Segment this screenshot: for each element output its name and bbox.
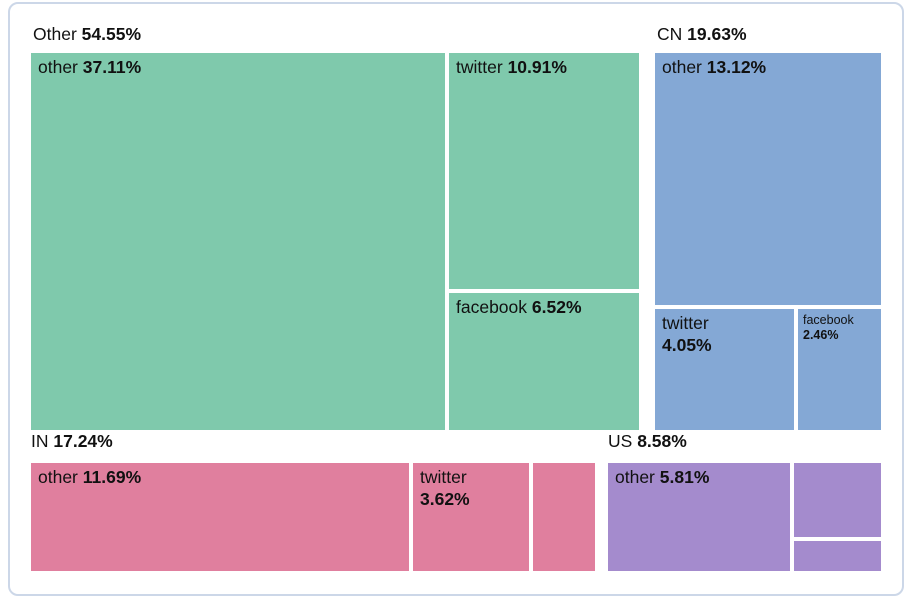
cell-name-label: facebook: [456, 297, 528, 317]
group-label-other: Other 54.55%: [33, 24, 141, 44]
treemap-cell-other-twitter[interactable]: twitter 10.91%: [449, 53, 639, 289]
group-label-us: US 8.58%: [608, 431, 687, 451]
treemap-cell-cn-twitter[interactable]: twitter 4.05%: [655, 309, 794, 430]
treemap-cell-in-twitter[interactable]: twitter 3.62%: [413, 463, 529, 571]
treemap-cell-us-other[interactable]: other 5.81%: [608, 463, 790, 571]
cell-name-label: other: [38, 467, 78, 487]
treemap-cell-other-facebook[interactable]: facebook 6.52%: [449, 293, 639, 430]
cell-value-label: 5.81%: [659, 467, 710, 487]
treemap-cell-us-unlabeled[interactable]: [794, 463, 881, 537]
cell-value-label: 4.05%: [662, 335, 712, 355]
group-value-label: 19.63%: [687, 24, 747, 44]
cell-name-label: twitter: [662, 313, 709, 333]
treemap-cell-in-unlabeled[interactable]: [533, 463, 595, 571]
cell-value-label: 10.91%: [507, 57, 567, 77]
group-label-in: IN 17.24%: [31, 431, 113, 451]
cell-value-label: 6.52%: [531, 297, 582, 317]
cell-value-label: 11.69%: [82, 467, 142, 487]
treemap-cell-us-unlabeled[interactable]: [794, 541, 881, 571]
cell-value-label: 37.11%: [82, 57, 142, 77]
group-value-label: 17.24%: [53, 431, 113, 451]
group-name-label: Other: [33, 24, 77, 44]
group-name-label: IN: [31, 431, 49, 451]
cell-value-label: 3.62%: [420, 489, 470, 509]
treemap-cell-in-other[interactable]: other 11.69%: [31, 463, 409, 571]
treemap-cell-other-other[interactable]: other 37.11%: [31, 53, 445, 430]
cell-name-label: facebook: [803, 313, 854, 327]
treemap-cell-cn-facebook[interactable]: facebook 2.46%: [798, 309, 881, 430]
group-label-cn: CN 19.63%: [657, 24, 747, 44]
cell-name-label: twitter: [456, 57, 503, 77]
group-name-label: US: [608, 431, 633, 451]
cell-name-label: twitter: [420, 467, 467, 487]
group-value-label: 54.55%: [81, 24, 142, 44]
cell-name-label: other: [662, 57, 702, 77]
cell-name-label: other: [615, 467, 655, 487]
group-name-label: CN: [657, 24, 683, 44]
cell-name-label: other: [38, 57, 78, 77]
treemap-cell-cn-other[interactable]: other 13.12%: [655, 53, 881, 305]
group-value-label: 8.58%: [637, 431, 687, 451]
cell-value-label: 13.12%: [706, 57, 767, 77]
cell-value-label: 2.46%: [803, 328, 839, 342]
